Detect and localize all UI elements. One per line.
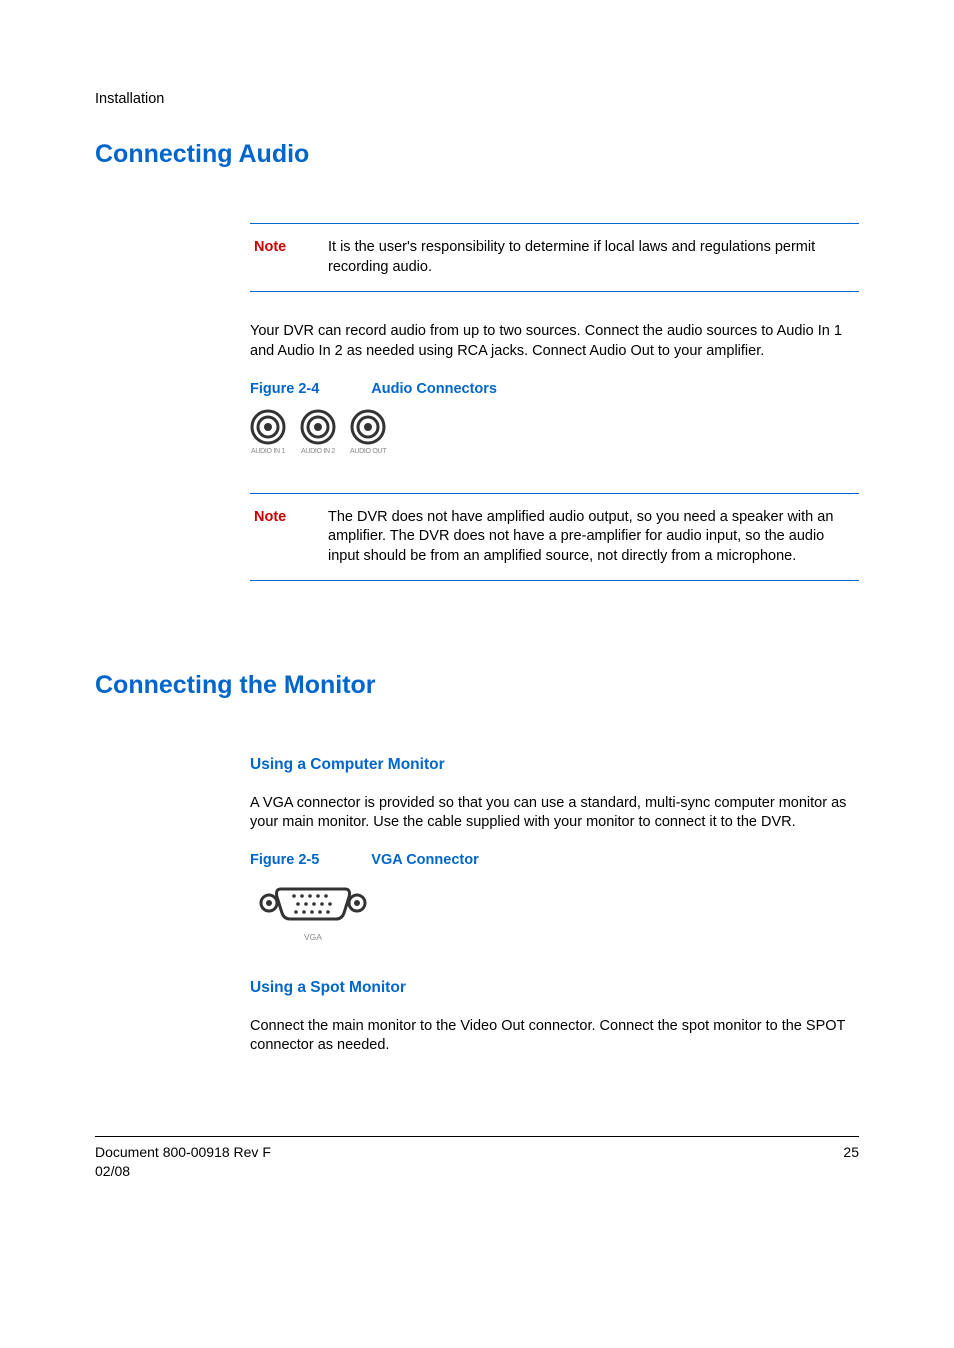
note-label: Note: [254, 508, 328, 528]
figure-number: Figure 2-4: [250, 380, 319, 400]
audio-connectors-graphic: AUDIO IN 1 AUDIO IN 2 AUDIO OUT: [250, 409, 859, 456]
figure-caption-row: Figure 2-5 VGA Connector: [250, 851, 859, 871]
rca-icon: [250, 409, 286, 445]
footer-left: Document 800-00918 Rev F 02/08: [95, 1143, 271, 1181]
body-paragraph: Connect the main monitor to the Video Ou…: [250, 1017, 859, 1056]
rca-jack: AUDIO IN 2: [300, 409, 336, 456]
footer-doc-id: Document 800-00918 Rev F: [95, 1143, 271, 1162]
rca-label: AUDIO OUT: [350, 447, 386, 456]
body-paragraph: Your DVR can record audio from up to two…: [250, 322, 859, 361]
section-heading-connecting-monitor: Connecting the Monitor: [95, 669, 859, 703]
figure-number: Figure 2-5: [250, 851, 319, 871]
figure-title: VGA Connector: [371, 851, 478, 871]
vga-connector-graphic: VGA: [258, 881, 368, 944]
figure-title: Audio Connectors: [371, 380, 497, 400]
rca-jack: AUDIO OUT: [350, 409, 386, 456]
rca-jack: AUDIO IN 1: [250, 409, 286, 456]
vga-label: VGA: [258, 932, 368, 943]
running-header: Installation: [95, 90, 859, 110]
rca-icon: [350, 409, 386, 445]
figure-caption-row: Figure 2-4 Audio Connectors: [250, 380, 859, 400]
note-block-2: Note The DVR does not have amplified aud…: [250, 493, 859, 582]
subheading-computer-monitor: Using a Computer Monitor: [250, 755, 859, 776]
note-text: The DVR does not have amplified audio ou…: [328, 508, 855, 567]
rca-label: AUDIO IN 1: [251, 447, 285, 456]
footer-date: 02/08: [95, 1162, 271, 1181]
footer-page-number: 25: [843, 1143, 859, 1181]
note-label: Note: [254, 238, 328, 258]
subheading-spot-monitor: Using a Spot Monitor: [250, 978, 859, 999]
rca-icon: [300, 409, 336, 445]
body-paragraph: A VGA connector is provided so that you …: [250, 794, 859, 833]
page-footer: Document 800-00918 Rev F 02/08 25: [95, 1136, 859, 1181]
rca-label: AUDIO IN 2: [301, 447, 335, 456]
note-block-1: Note It is the user's responsibility to …: [250, 223, 859, 292]
vga-icon: [258, 881, 368, 925]
section-heading-connecting-audio: Connecting Audio: [95, 138, 859, 172]
note-text: It is the user's responsibility to deter…: [328, 238, 855, 277]
